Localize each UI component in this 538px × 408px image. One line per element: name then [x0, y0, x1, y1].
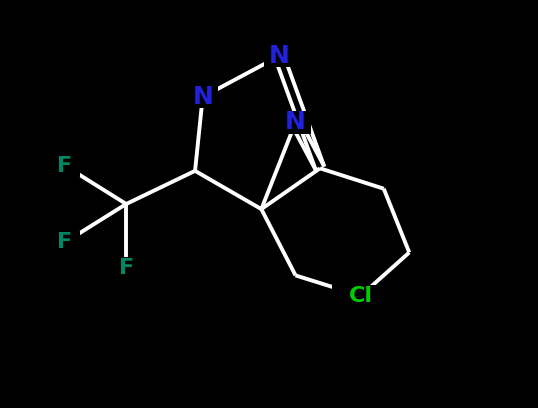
FancyBboxPatch shape: [332, 285, 390, 307]
Text: F: F: [119, 258, 134, 278]
FancyBboxPatch shape: [280, 111, 311, 134]
Text: N: N: [192, 85, 213, 109]
FancyBboxPatch shape: [187, 86, 218, 108]
Text: N: N: [269, 44, 289, 68]
FancyBboxPatch shape: [264, 45, 294, 67]
FancyBboxPatch shape: [111, 257, 141, 279]
Text: Cl: Cl: [349, 286, 373, 306]
FancyBboxPatch shape: [49, 231, 80, 253]
Text: F: F: [58, 156, 73, 176]
Text: F: F: [58, 232, 73, 252]
Text: N: N: [285, 111, 306, 134]
FancyBboxPatch shape: [49, 155, 80, 177]
